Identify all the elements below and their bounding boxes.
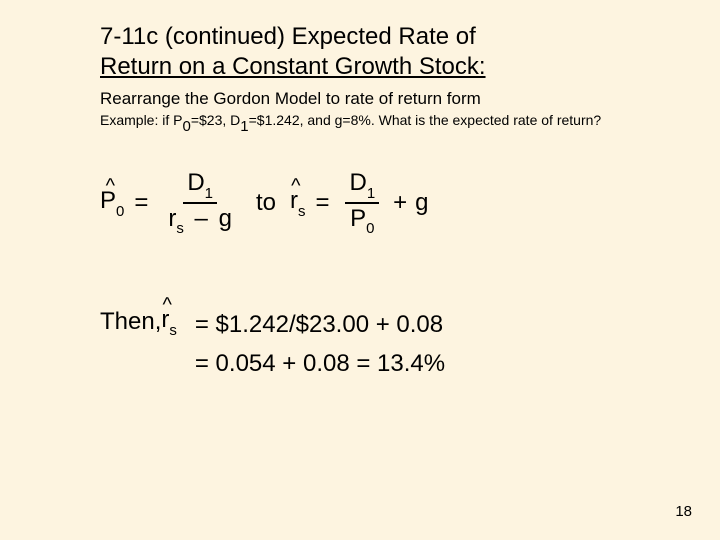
sub-0: 0 — [116, 203, 124, 220]
fraction-1: D1 rs – g — [164, 169, 236, 237]
example-p-sub: 0 — [182, 118, 190, 135]
example-d-sub: 1 — [240, 118, 248, 135]
frac1-num: D1 — [183, 169, 217, 204]
then-line-2: = 0.054 + 0.08 = 13.4% — [195, 345, 445, 383]
equals-2: = — [315, 189, 329, 217]
plus: + — [393, 189, 407, 217]
page-number: 18 — [675, 503, 692, 520]
hat-icon-3: ^ — [163, 294, 172, 317]
var-P-2: P — [350, 205, 366, 232]
title-line-2: Return on a Constant Growth Stock: — [100, 53, 486, 80]
rs-hat-then: ^ rs — [161, 306, 177, 337]
fraction-2: D1 P0 — [345, 169, 379, 237]
var-D-2: D — [349, 169, 366, 196]
example-d-val: =$1.242, and g=8%. What is the expected … — [249, 112, 602, 128]
var-D: D — [187, 169, 204, 196]
to-word: to — [256, 189, 276, 217]
title-line-1: 7-11c (continued) Expected Rate of — [100, 23, 476, 50]
slide-title: 7-11c (continued) Expected Rate of Retur… — [100, 22, 660, 82]
sub-0-2: 0 — [366, 220, 374, 237]
rs-hat: ^ rs — [290, 187, 306, 218]
sub-s: s — [176, 220, 184, 237]
example-p-val: =$23, D — [191, 112, 240, 128]
then-label: Then, — [100, 308, 161, 336]
sub-1: 1 — [205, 185, 213, 202]
then-left: Then, ^ rs — [100, 306, 177, 337]
var-g-2: g — [415, 189, 428, 217]
var-g: g — [219, 205, 232, 232]
slide-content: 7-11c (continued) Expected Rate of Retur… — [0, 0, 720, 383]
then-right: = $1.242/$23.00 + 0.08 = 0.054 + 0.08 = … — [195, 306, 445, 383]
p0-hat: ^ P0 — [100, 187, 124, 218]
hat-icon: ^ — [106, 175, 115, 198]
frac2-num: D1 — [345, 169, 379, 204]
then-line-1: = $1.242/$23.00 + 0.08 — [195, 306, 445, 344]
minus: – — [195, 205, 208, 232]
sub-s-3: s — [169, 322, 177, 339]
example-prefix: Example: if P — [100, 112, 182, 128]
hat-icon-2: ^ — [291, 175, 300, 198]
frac1-den: rs – g — [164, 204, 236, 237]
sub-s-2: s — [298, 203, 306, 220]
then-row: Then, ^ rs = $1.242/$23.00 + 0.08 = 0.05… — [100, 306, 660, 383]
equals-1: = — [134, 189, 148, 217]
sub-1-2: 1 — [367, 185, 375, 202]
formula-row: ^ P0 = D1 rs – g to ^ rs = D1 P0 — [100, 169, 660, 237]
subtitle: Rearrange the Gordon Model to rate of re… — [100, 88, 660, 110]
frac2-den: P0 — [346, 204, 378, 237]
example-text: Example: if P0=$23, D1=$1.242, and g=8%.… — [100, 112, 660, 133]
